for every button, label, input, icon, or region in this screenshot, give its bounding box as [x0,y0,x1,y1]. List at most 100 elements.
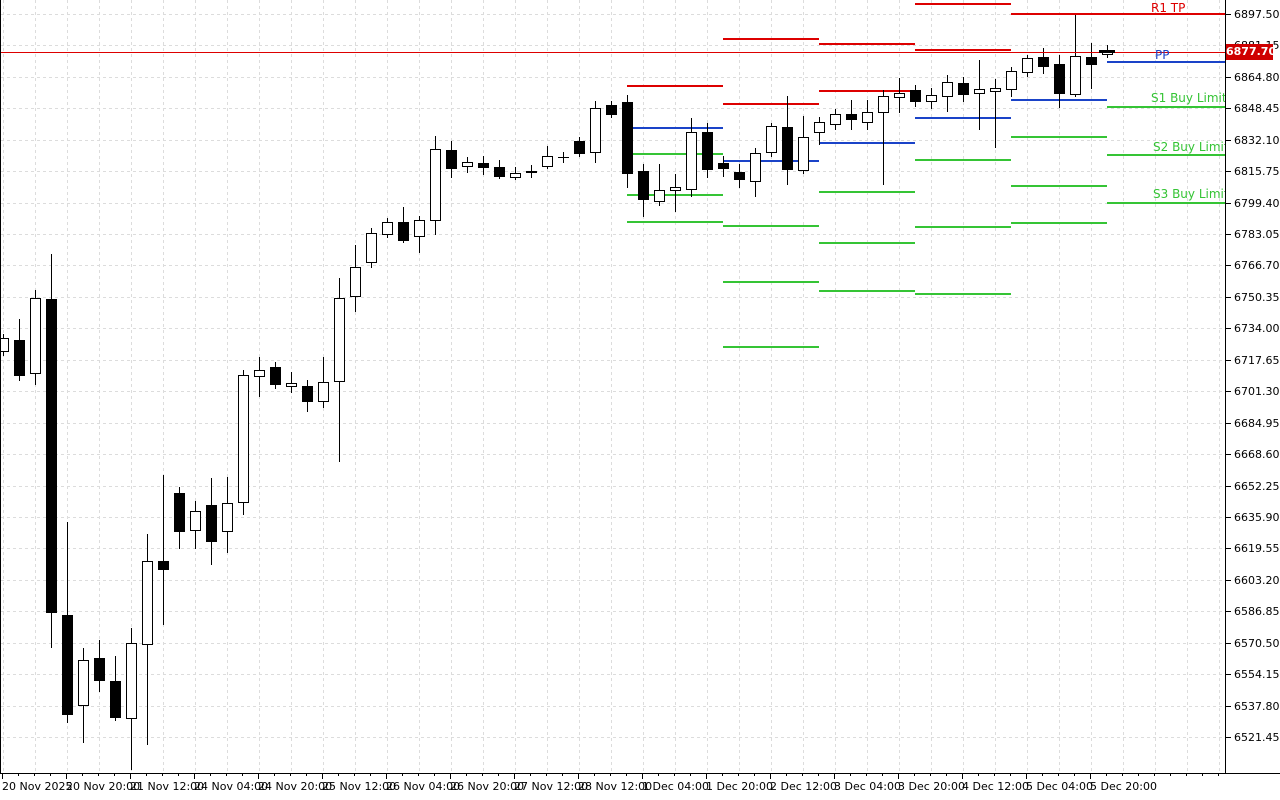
candle-body [1086,57,1097,65]
pivot-line-pivot[interactable] [915,117,1011,119]
time-minor-tick [1042,774,1043,776]
pivot-label-s2-buy-limit[interactable]: S2 Buy Limit [1153,140,1226,154]
time-major-tick [130,774,131,779]
pivot-line-support[interactable] [1107,202,1226,204]
candle-body [254,370,265,377]
grid-line-vertical [3,0,4,773]
grid-line-vertical [707,0,708,773]
grid-line-vertical [931,0,932,773]
pivot-label-r1-tp[interactable]: R1 TP [1151,1,1186,15]
time-major-tick [642,774,643,779]
time-major-tick [898,774,899,779]
time-minor-tick [306,774,307,776]
time-minor-tick [946,774,947,776]
pivot-line-resistance [819,43,915,45]
candle-body [446,150,457,169]
pivot-line-support[interactable] [1011,136,1107,138]
candle-body [1022,58,1033,73]
pivot-line-support[interactable] [1107,106,1226,108]
time-tick-label: 1 Dec 04:00 [642,780,709,793]
grid-line-horizontal [1,611,1226,612]
time-minor-tick [658,774,659,776]
candle-body [318,382,329,402]
pivot-line-support[interactable] [915,226,1011,228]
price-tick [1226,454,1231,455]
grid-line-horizontal [1,454,1226,455]
time-minor-tick [354,774,355,776]
candle-wick [163,475,164,625]
pivot-line-support[interactable] [915,293,1011,295]
pivot-line-support[interactable] [723,346,819,348]
time-minor-tick [162,774,163,776]
pivot-label-pp[interactable]: PP [1155,48,1170,62]
pivot-line-resistance [915,3,1011,5]
time-minor-tick [226,774,227,776]
pivot-line-pivot[interactable] [819,142,915,144]
time-axis[interactable]: 20 Nov 2025 20 Nov 20:00 21 Nov 12:00 24 No… [0,773,1280,800]
pivot-line-support[interactable] [723,281,819,283]
price-tick [1226,423,1231,424]
grid-line-horizontal [1,203,1226,204]
price-tick [1226,674,1231,675]
candle-body [430,149,441,221]
grid-line-vertical [643,0,644,773]
price-tick [1226,391,1231,392]
time-minor-tick [882,774,883,776]
time-major-tick [514,774,515,779]
time-minor-tick [546,774,547,776]
time-tick-label: 25 Nov 12:00 [322,780,397,793]
grid-line-vertical [899,0,900,773]
pivot-label-s1-buy-limit[interactable]: S1 Buy Limit [1151,91,1226,105]
pivot-line-support[interactable] [819,290,915,292]
grid-line-vertical [227,0,228,773]
grid-line-vertical [1219,0,1220,773]
pivot-line-support[interactable] [627,221,723,223]
chart-plot-area[interactable]: R1 TP PP S1 Buy Limit S2 Buy Limit S3 Buy Li… [0,0,1226,773]
price-tick-label: 6815.75 [1234,165,1280,178]
price-tick-label: 6570.50 [1234,637,1280,650]
pivot-line-support[interactable] [1011,222,1107,224]
pivot-line-support[interactable] [819,191,915,193]
time-minor-tick [674,774,675,776]
time-major-tick [1026,774,1027,779]
price-tick [1226,737,1231,738]
grid-line-vertical [1059,0,1060,773]
time-minor-tick [802,774,803,776]
time-minor-tick [754,774,755,776]
time-tick-label: 28 Nov 12:00 [578,780,653,793]
time-minor-tick [994,774,995,776]
candle-body [878,96,889,113]
time-minor-tick [1122,774,1123,776]
price-tick-label: 6619.55 [1234,542,1280,555]
time-tick-label: 4 Dec 12:00 [962,780,1029,793]
pivot-line-pivot[interactable] [723,160,819,162]
candle-body [238,375,249,503]
candle-doji-body [558,157,569,158]
candle-body [654,190,665,202]
time-minor-tick [914,774,915,776]
time-major-tick [386,774,387,779]
price-axis[interactable]: 6897.506881.156864.806848.456832.106815.… [1225,0,1280,773]
time-minor-tick [1170,774,1171,776]
candle-body [1,338,9,352]
candle-body [974,89,985,94]
pivot-line-pivot[interactable] [1107,61,1226,63]
pivot-line-support[interactable] [723,225,819,227]
grid-line-vertical [387,0,388,773]
pivot-line-support[interactable] [915,159,1011,161]
grid-line-vertical [739,0,740,773]
candle-body [926,95,937,102]
grid-line-horizontal [1,45,1226,46]
pivot-line-support[interactable] [1107,154,1226,156]
time-minor-tick [690,774,691,776]
pivot-line-support[interactable] [1011,185,1107,187]
candle-body [606,105,617,115]
pivot-line-r1_tp[interactable] [1011,13,1226,15]
grid-line-horizontal [1,706,1226,707]
price-tick [1226,14,1231,15]
pivot-line-support[interactable] [627,153,723,155]
pivot-line-support[interactable] [819,242,915,244]
pivot-label-s3-buy-limit[interactable]: S3 Buy Limit [1153,187,1226,201]
pivot-line-pivot[interactable] [627,127,723,129]
grid-line-vertical [515,0,516,773]
